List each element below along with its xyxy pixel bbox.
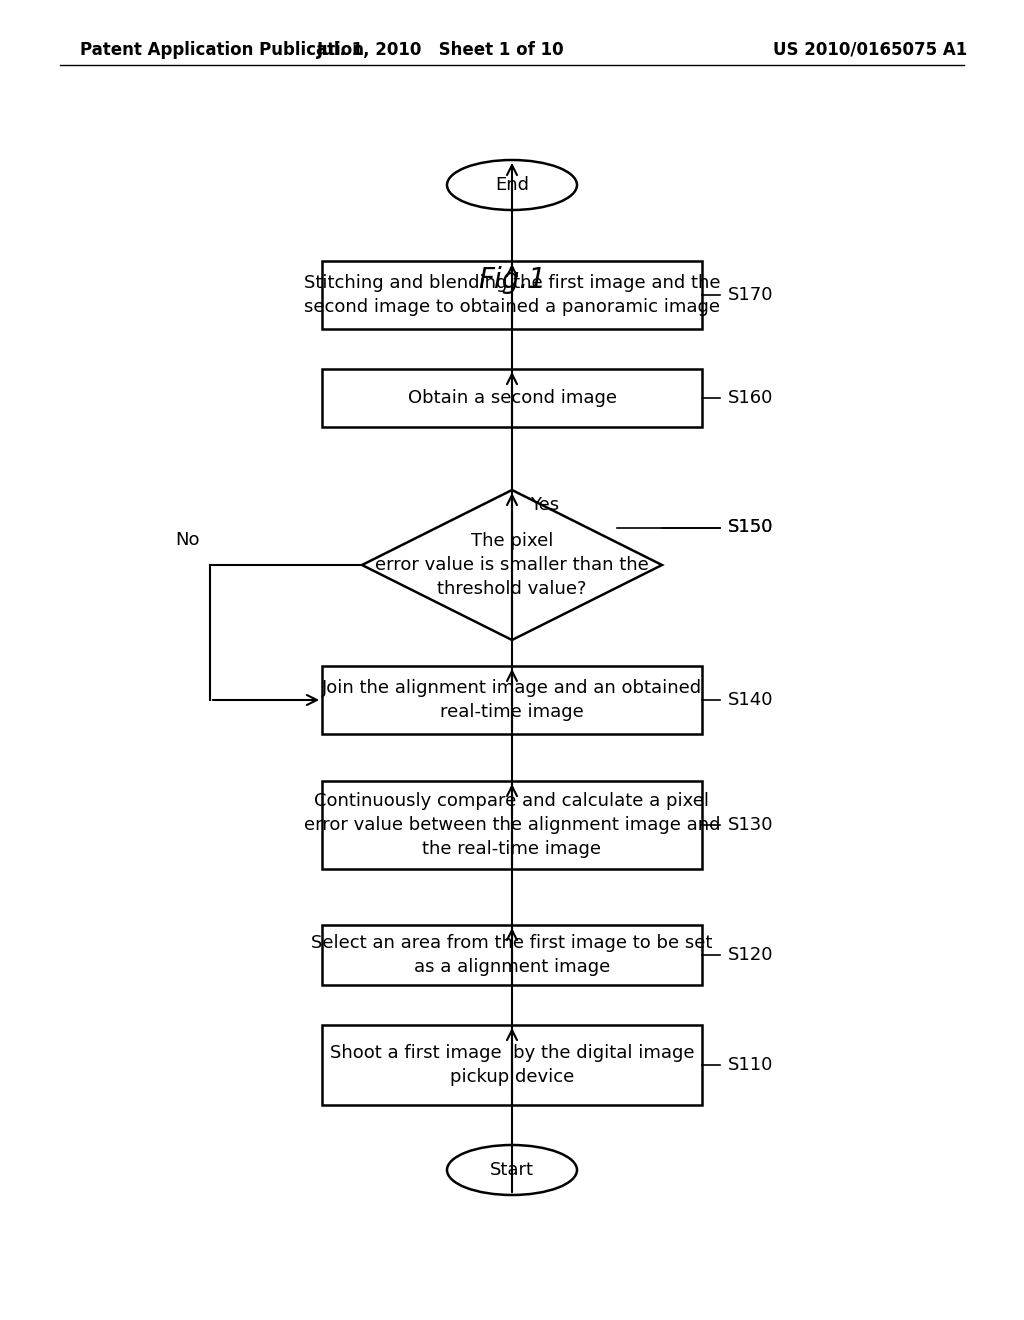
Text: Fig.1: Fig.1 [478,267,546,294]
Text: Shoot a first image  by the digital image
pickup device: Shoot a first image by the digital image… [330,1044,694,1086]
Bar [322,1026,702,1105]
Text: The pixel
error value is smaller than the
threshold value?: The pixel error value is smaller than th… [375,532,649,598]
Text: S130: S130 [728,816,773,834]
Text: Start: Start [490,1162,534,1179]
Text: S110: S110 [728,1056,773,1074]
Text: Continuously compare and calculate a pixel
error value between the alignment ima: Continuously compare and calculate a pix… [304,792,720,858]
Text: S170: S170 [728,286,773,304]
Text: Obtain a second image: Obtain a second image [408,389,616,407]
Text: End: End [495,176,529,194]
Bar [322,925,702,985]
Bar [322,667,702,734]
Text: S150: S150 [728,519,773,536]
Text: Jul. 1, 2010   Sheet 1 of 10: Jul. 1, 2010 Sheet 1 of 10 [316,41,564,59]
Text: S160: S160 [728,389,773,407]
Text: Yes: Yes [530,495,559,513]
Text: Select an area from the first image to be set
as a alignment image: Select an area from the first image to b… [311,935,713,975]
Bar [322,370,702,426]
Bar [322,261,702,329]
Text: Patent Application Publication: Patent Application Publication [80,41,364,59]
Bar [322,781,702,869]
Text: Stitching and blending the first image and the
second image to obtained a panora: Stitching and blending the first image a… [304,275,720,315]
Text: US 2010/0165075 A1: US 2010/0165075 A1 [773,41,968,59]
Text: S150: S150 [728,519,773,536]
Text: No: No [175,531,200,549]
Text: Join the alignment image and an obtained
real-time image: Join the alignment image and an obtained… [322,680,702,721]
Text: S120: S120 [728,946,773,964]
Text: S140: S140 [728,690,773,709]
